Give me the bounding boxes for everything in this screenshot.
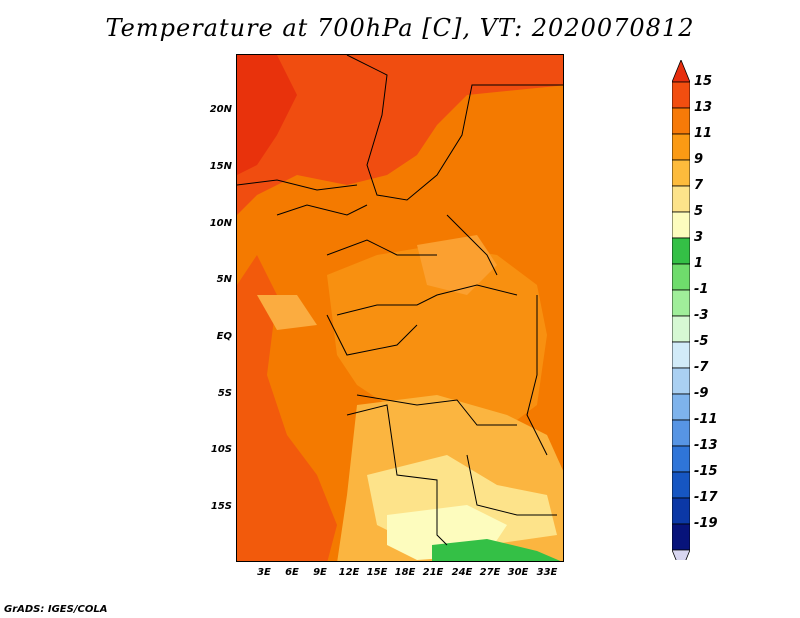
colorbar-label: -7 [694,360,709,375]
colorbar-bottom-arrow [672,549,690,560]
colorbar-label: -9 [694,386,709,401]
lon-label-9e: 9E [313,567,327,578]
colorbar-segment [672,315,690,343]
colorbar-label: -5 [694,334,709,349]
colorbar-label: 5 [694,204,704,219]
west-warm-field [237,255,337,561]
colorbar-label: 15 [694,74,713,89]
colorbar-segment [672,471,690,499]
colorbar-segment [672,445,690,473]
footer-credit: GrADS: IGES/COLA [4,604,108,615]
colorbar-label: 3 [694,230,704,245]
colorbar-segment [672,523,690,551]
lat-label-5s: 5S [217,388,232,399]
colorbar-label: -15 [694,464,718,479]
lat-label-20n: 20N [209,104,232,115]
lon-label-27e: 27E [479,567,501,578]
south-green-field [432,539,561,561]
chart-title: Temperature at 700hPa [C], VT: 202007081… [105,14,695,42]
colorbar-label: 1 [694,256,704,271]
lon-label-18e: 18E [394,567,416,578]
colorbar-segment [672,237,690,265]
coastal-patch [257,295,317,330]
colorbar-label: -19 [694,516,718,531]
lat-label-10n: 10N [209,218,232,229]
lat-label-eq: EQ [216,331,232,342]
central-field [327,245,547,455]
lon-label-33e: 33E [536,567,558,578]
colorbar-label: 11 [694,126,713,141]
central-east-patch [417,235,497,295]
colorbar-label: -13 [694,438,718,453]
lat-label-10s: 10S [210,444,232,455]
colorbar-segment [672,81,690,109]
lon-label-6e: 6E [285,567,299,578]
colorbar-segment [672,107,690,135]
lon-label-3e: 3E [257,567,271,578]
colorbar-segment [672,341,690,369]
north-warm-field [237,55,563,215]
colorbar-segment [672,367,690,395]
colorbar-segment [672,133,690,161]
colorbar-segment [672,211,690,239]
lon-label-12e: 12E [338,567,360,578]
colorbar-label: 7 [694,178,704,193]
colorbar-label: -17 [694,490,718,505]
colorbar-segment [672,393,690,421]
colorbar-label: 9 [694,152,704,167]
lat-label-15n: 15N [209,161,232,172]
colorbar-label: -1 [694,282,709,297]
colorbar-segment [672,263,690,291]
colorbar-label: -3 [694,308,709,323]
lon-label-21e: 21E [422,567,444,578]
colorbar [672,60,690,560]
lat-label-15s: 15S [210,501,232,512]
colorbar-label: 13 [694,100,713,115]
colorbar-top-arrow [672,60,690,83]
colorbar-label: -11 [694,412,718,427]
lon-label-15e: 15E [366,567,388,578]
colorbar-segment [672,497,690,525]
temperature-map [237,55,563,561]
colorbar-segment [672,185,690,213]
colorbar-segment [672,289,690,317]
northwest-hot-field [237,55,297,175]
map-panel [236,54,564,562]
country-borders [237,55,563,546]
lon-label-30e: 30E [507,567,529,578]
lon-label-24e: 24E [451,567,473,578]
colorbar-segment [672,159,690,187]
colorbar-segment [672,419,690,447]
lat-label-5n: 5N [216,274,232,285]
